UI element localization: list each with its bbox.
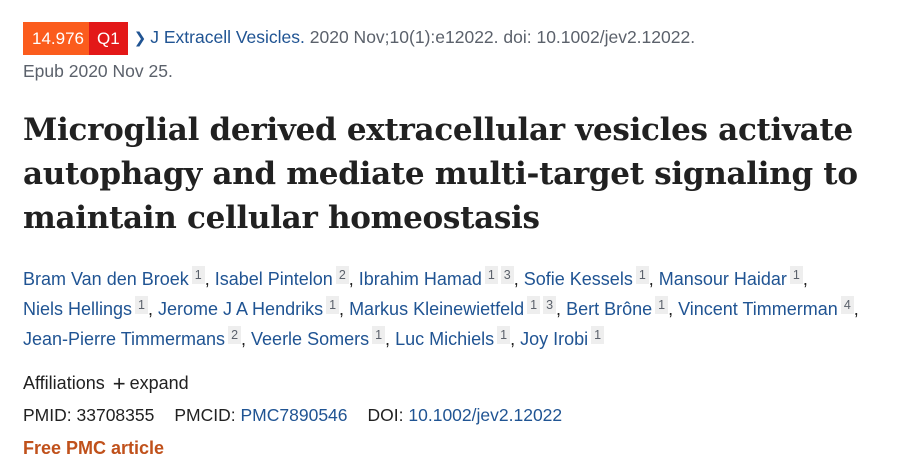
author-item: Bert Brône 1 [566,296,669,319]
author-item: Ibrahim Hamad 1 3 [358,266,514,289]
citation: 14.976 Q1 ❯ J Extracell Vesicles. 2020 Nov;… [23,22,893,81]
author-item: Sofie Kessels 1 [523,266,649,289]
author-item: Jean-Pierre Timmermans 2 [23,326,242,349]
epub-date: Epub 2020 Nov 25. [23,61,173,81]
affiliation-number[interactable]: 1 [591,326,605,344]
journal-link[interactable]: J Extracell Vesicles. [150,27,305,48]
author-item: Veerle Somers 1 [251,326,386,349]
author-link[interactable]: Ibrahim Hamad [358,269,482,289]
author-link[interactable]: Sofie Kessels [523,269,633,289]
identifiers: PMID: 33708355 PMCID: PMC7890546 DOI: 10.1… [23,405,562,426]
affiliation-number[interactable]: 4 [840,296,854,314]
affiliations-toggle[interactable]: Affiliations + expand [23,371,189,397]
pmcid-link[interactable]: PMC7890546 [240,405,348,425]
plus-icon[interactable]: + [112,371,126,396]
author-link[interactable]: Joy Irobi [520,329,589,349]
author-item: Isabel Pintelon 2 [214,266,349,289]
affiliation-number[interactable]: 3 [543,296,557,314]
expand-label[interactable]: expand [129,373,189,393]
affiliation-number[interactable]: 1 [135,296,148,314]
citation-details: 2020 Nov;10(1):e12022. doi: 10.1002/jev2… [304,27,696,48]
author-item: Markus Kleinewietfeld 1 3 [349,296,557,319]
author-item: Luc Michiels 1 [395,326,511,349]
author-link[interactable]: Bert Brône [566,299,653,319]
affiliation-number[interactable]: 1 [497,326,511,344]
author-link[interactable]: Niels Hellings [23,299,133,319]
doi-link[interactable]: 10.1002/jev2.12022 [408,405,563,425]
free-pmc-article-label[interactable]: Free PMC article [23,438,165,458]
author-item: Bram Van den Broek 1 [23,266,205,289]
author-item: Joy Irobi 1 [520,326,605,349]
author-link[interactable]: Veerle Somers [251,329,370,349]
author-item: Jerome J A Hendriks 1 [158,296,340,319]
author-item: Niels Hellings 1 [23,296,148,319]
affiliations-label[interactable]: Affiliations [23,373,105,393]
affiliation-number[interactable]: 1 [191,266,205,284]
author-link[interactable]: Isabel Pintelon [214,269,333,289]
pmid-value: 33708355 [76,405,155,425]
affiliation-number[interactable]: 2 [335,266,349,284]
affiliation-number[interactable]: 2 [228,326,242,344]
affiliation-number[interactable]: 1 [527,296,541,314]
author-link[interactable]: Vincent Timmerman [678,299,838,319]
affiliation-number[interactable]: 1 [326,296,340,314]
article-title: Microglial derived extracellular vesicle… [23,112,858,236]
author-item: Mansour Haidar 1 [658,266,803,289]
affiliation-number[interactable]: 1 [655,296,669,314]
author-link[interactable]: Bram Van den Broek [23,269,189,289]
authors-list: Bram Van den Broek 1, Isabel Pintelon 2, I… [23,266,859,349]
author-link[interactable]: Markus Kleinewietfeld [349,299,525,319]
affiliation-number[interactable]: 1 [372,326,386,344]
author-link[interactable]: Jerome J A Hendriks [158,299,324,319]
affiliation-number[interactable]: 1 [635,266,649,284]
impact-factor-badge[interactable]: 14.976 [23,22,93,55]
author-link[interactable]: Mansour Haidar [658,269,787,289]
author-item: Vincent Timmerman 4 [678,296,854,319]
pmcid-label: PMCID: [174,405,236,425]
pmid-label: PMID: [23,405,72,425]
chevron-right-icon[interactable]: ❯ [133,30,147,47]
author-link[interactable]: Luc Michiels [395,329,495,349]
affiliation-number[interactable]: 3 [500,266,514,284]
doi-label: DOI: [367,405,404,425]
affiliation-number[interactable]: 1 [484,266,498,284]
quartile-badge[interactable]: Q1 [89,22,128,55]
author-link[interactable]: Jean-Pierre Timmermans [23,329,226,349]
affiliation-number[interactable]: 1 [789,266,803,284]
